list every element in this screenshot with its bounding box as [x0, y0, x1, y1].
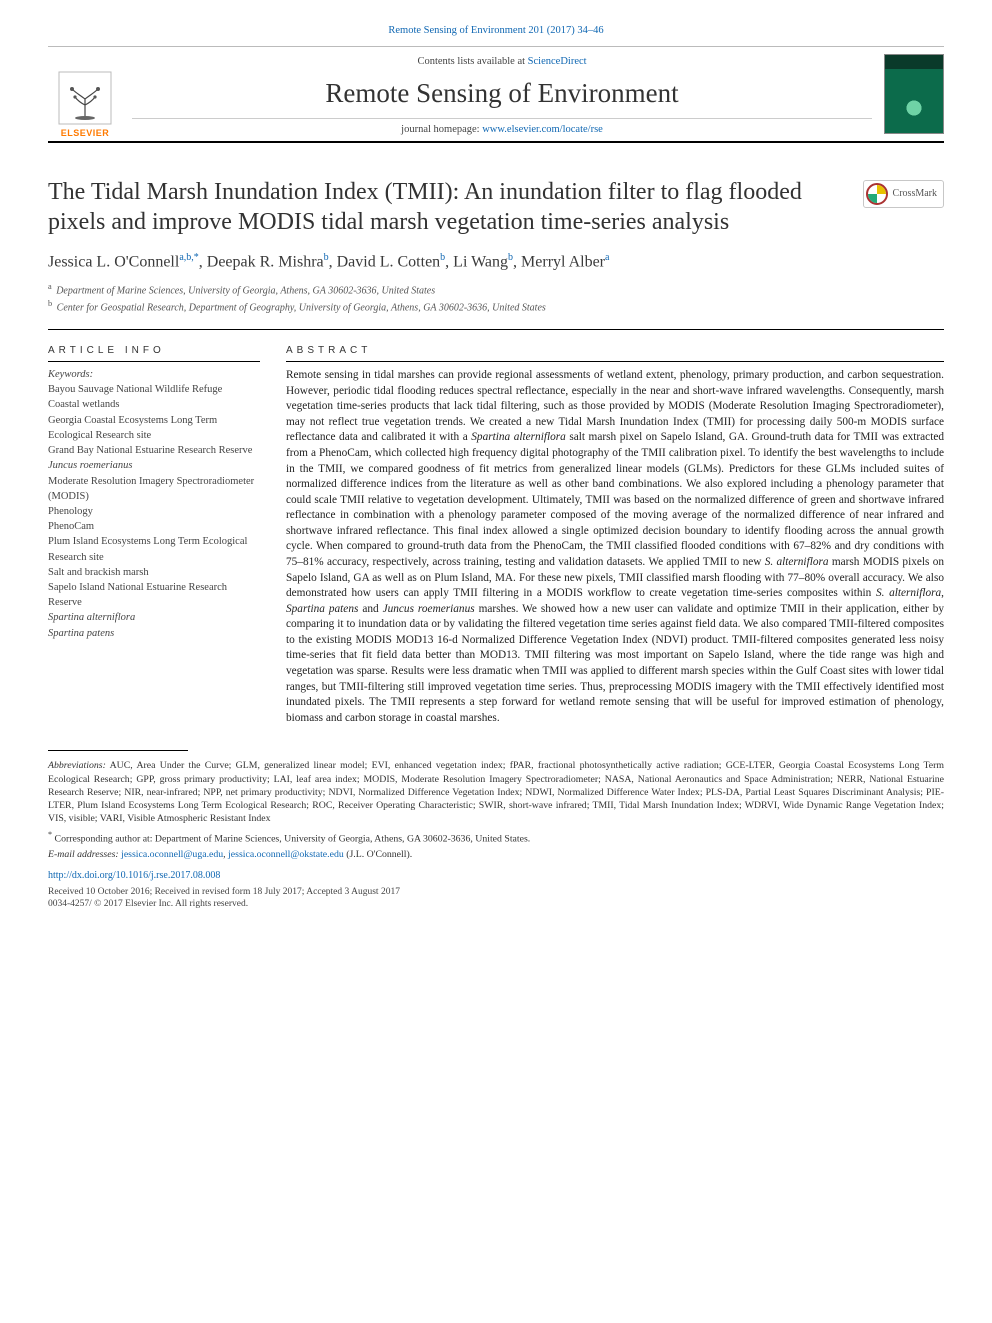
contents-line: Contents lists available at ScienceDirec…	[132, 55, 872, 69]
journal-homepage-link[interactable]: www.elsevier.com/locate/rse	[482, 124, 603, 135]
masthead-center: Contents lists available at ScienceDirec…	[126, 47, 878, 141]
journal-ref-link[interactable]: Remote Sensing of Environment 201 (2017)…	[48, 24, 944, 38]
author-email-link[interactable]: jessica.oconnell@okstate.edu	[228, 849, 344, 860]
keywords-label: Keywords:	[48, 368, 260, 382]
article-info-column: ARTICLE INFO Keywords: Bayou Sauvage Nat…	[48, 344, 260, 727]
doi-link[interactable]: http://dx.doi.org/10.1016/j.rse.2017.08.…	[48, 870, 220, 881]
copyright-line: 0034-4257/ © 2017 Elsevier Inc. All righ…	[48, 898, 944, 911]
journal-title: Remote Sensing of Environment	[132, 75, 872, 111]
keyword: Juncus roemerianus	[48, 458, 260, 473]
publisher-logo: ELSEVIER	[48, 47, 126, 141]
abbreviations-block: Abbreviations: AUC, Area Under the Curve…	[48, 759, 944, 825]
keyword: Phenology	[48, 504, 260, 519]
abbreviations-label: Abbreviations:	[48, 760, 106, 771]
keyword: Grand Bay National Estuarine Research Re…	[48, 443, 260, 458]
contents-prefix: Contents lists available at	[417, 56, 527, 67]
homepage-prefix: journal homepage:	[401, 124, 482, 135]
abbreviations-text: AUC, Area Under the Curve; GLM, generali…	[48, 760, 944, 824]
keyword: Plum Island Ecosystems Long Term Ecologi…	[48, 534, 260, 564]
journal-cover-thumb	[878, 47, 944, 141]
article-title: The Tidal Marsh Inundation Index (TMII):…	[48, 177, 851, 237]
masthead: ELSEVIER Contents lists available at Sci…	[48, 46, 944, 143]
corresponding-text: Corresponding author at: Department of M…	[55, 834, 531, 845]
cover-image-icon	[884, 54, 944, 134]
email-label: E-mail addresses:	[48, 849, 119, 860]
keyword: Coastal wetlands	[48, 397, 260, 412]
keyword: Sapelo Island National Estuarine Researc…	[48, 580, 260, 610]
keyword: Salt and brackish marsh	[48, 565, 260, 580]
keywords-list: Bayou Sauvage National Wildlife RefugeCo…	[48, 382, 260, 641]
keyword: Spartina patens	[48, 626, 260, 641]
abstract-heading: ABSTRACT	[286, 344, 944, 363]
footnotes: Abbreviations: AUC, Area Under the Curve…	[48, 759, 944, 861]
homepage-line: journal homepage: www.elsevier.com/locat…	[132, 118, 872, 137]
crossmark-label: CrossMark	[893, 187, 937, 201]
corresponding-author: * Corresponding author at: Department of…	[48, 829, 944, 845]
keyword: Moderate Resolution Imagery Spectroradio…	[48, 474, 260, 504]
crossmark-icon	[866, 183, 888, 205]
elsevier-tree-icon	[58, 71, 112, 125]
separator-rule	[48, 329, 944, 330]
footnote-rule	[48, 750, 188, 751]
sciencedirect-link[interactable]: ScienceDirect	[528, 56, 587, 67]
email-paren: (J.L. O'Connell).	[346, 849, 412, 860]
keyword: Georgia Coastal Ecosystems Long Term Eco…	[48, 413, 260, 443]
doi-line: http://dx.doi.org/10.1016/j.rse.2017.08.…	[48, 869, 944, 883]
keyword: Bayou Sauvage National Wildlife Refuge	[48, 382, 260, 397]
keyword: Spartina alterniflora	[48, 610, 260, 625]
article-info-heading: ARTICLE INFO	[48, 344, 260, 363]
author-email-link[interactable]: jessica.oconnell@uga.edu	[121, 849, 223, 860]
abstract-text: Remote sensing in tidal marshes can prov…	[286, 368, 944, 726]
author-list: Jessica L. O'Connella,b,*, Deepak R. Mis…	[48, 251, 944, 273]
article-history: Received 10 October 2016; Received in re…	[48, 886, 944, 899]
crossmark-badge[interactable]: CrossMark	[863, 180, 944, 208]
affiliations: a Department of Marine Sciences, Univers…	[48, 281, 944, 315]
affiliation: b Center for Geospatial Research, Depart…	[48, 298, 944, 315]
affiliation: a Department of Marine Sciences, Univers…	[48, 281, 944, 298]
publisher-name: ELSEVIER	[61, 127, 110, 139]
email-line: E-mail addresses: jessica.oconnell@uga.e…	[48, 848, 944, 861]
keyword: PhenoCam	[48, 519, 260, 534]
abstract-column: ABSTRACT Remote sensing in tidal marshes…	[286, 344, 944, 727]
